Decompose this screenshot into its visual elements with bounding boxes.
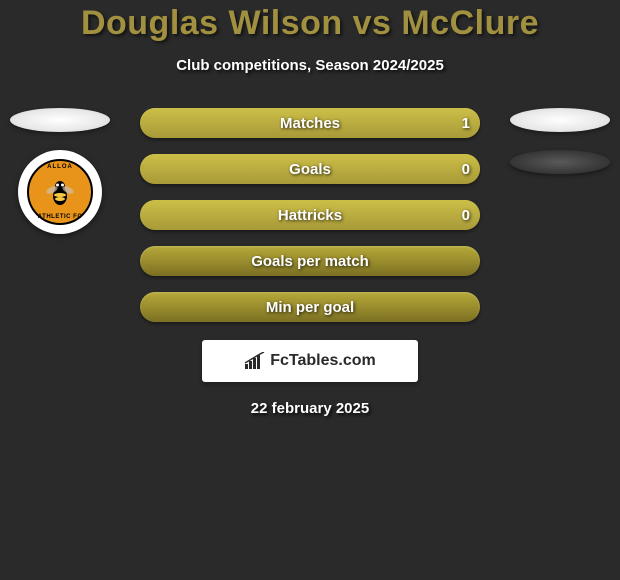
- bar-value-left: 1: [462, 115, 470, 132]
- stat-bar-matches: Matches 1: [140, 108, 480, 138]
- stats-area: ALLOA ATHLETIC FC: [0, 108, 620, 322]
- left-column: ALLOA ATHLETIC FC: [10, 108, 110, 234]
- club-text-bottom: ATHLETIC FC: [29, 214, 91, 220]
- bar-label: Matches: [280, 115, 340, 132]
- subtitle: Club competitions, Season 2024/2025: [0, 57, 620, 74]
- bar-label: Goals per match: [251, 253, 369, 270]
- wasp-icon: [44, 176, 76, 208]
- widget-root: Douglas Wilson vs McClure Club competiti…: [0, 0, 620, 417]
- player-left-pill: [10, 108, 110, 132]
- page-title: Douglas Wilson vs McClure: [0, 4, 620, 43]
- stat-bar-hattricks: Hattricks 0: [140, 200, 480, 230]
- player-right-pill-1: [510, 108, 610, 132]
- stat-bar-min-per-goal: Min per goal: [140, 292, 480, 322]
- bar-label: Hattricks: [278, 207, 342, 224]
- date-text: 22 february 2025: [0, 400, 620, 417]
- bar-value-left: 0: [462, 207, 470, 224]
- bar-chart-icon: [244, 352, 266, 370]
- bar-label: Goals: [289, 161, 331, 178]
- stat-bars: Matches 1 Goals 0 Hattricks 0 Goals per …: [140, 108, 480, 322]
- club-badge-inner: ALLOA ATHLETIC FC: [27, 159, 93, 225]
- stat-bar-goals-per-match: Goals per match: [140, 246, 480, 276]
- player-right-pill-2: [510, 150, 610, 174]
- bar-label: Min per goal: [266, 299, 354, 316]
- club-text-top: ALLOA: [29, 164, 91, 170]
- logo-text: FcTables.com: [270, 352, 376, 370]
- club-badge-left: ALLOA ATHLETIC FC: [18, 150, 102, 234]
- bar-value-left: 0: [462, 161, 470, 178]
- stat-bar-goals: Goals 0: [140, 154, 480, 184]
- fctables-logo-link[interactable]: FcTables.com: [202, 340, 418, 382]
- right-column: [510, 108, 610, 174]
